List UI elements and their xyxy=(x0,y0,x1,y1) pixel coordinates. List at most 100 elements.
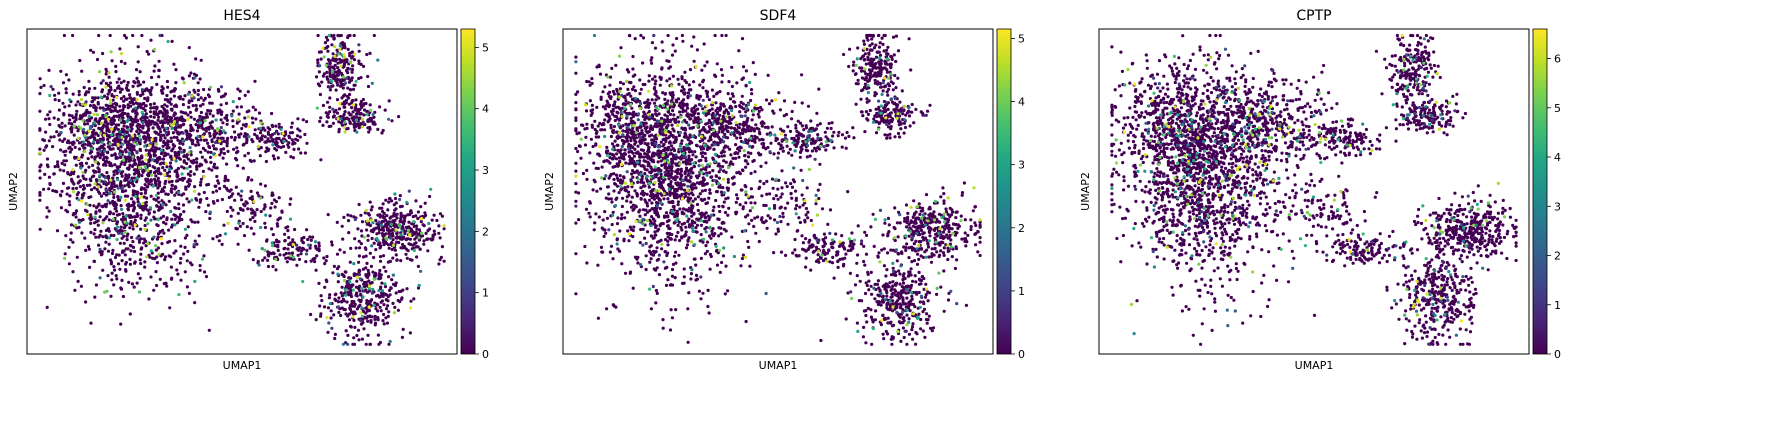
scatter-point xyxy=(121,116,125,120)
scatter-point xyxy=(172,135,176,139)
scatter-point xyxy=(106,199,110,203)
scatter-point xyxy=(740,94,744,98)
scatter-point xyxy=(368,281,372,286)
scatter-point xyxy=(346,342,350,346)
scatter-point xyxy=(209,155,213,159)
scatter-point xyxy=(692,164,696,169)
scatter-point xyxy=(399,216,403,221)
scatter-point xyxy=(576,149,580,154)
scatter-point xyxy=(359,242,363,246)
scatter-point xyxy=(119,204,123,208)
scatter-point xyxy=(218,139,222,143)
scatter-point xyxy=(330,326,334,330)
scatter-point xyxy=(178,261,182,265)
scatter-point xyxy=(98,191,102,195)
scatter-point xyxy=(200,155,204,159)
scatter-point xyxy=(319,158,323,162)
scatter-point xyxy=(89,321,93,325)
scatter-point xyxy=(413,237,417,241)
scatter-point xyxy=(160,206,164,210)
scatter-point xyxy=(166,177,171,181)
scatter-point xyxy=(301,279,305,284)
scatter-point xyxy=(197,143,201,147)
scatter-point xyxy=(143,165,147,169)
scatter-point xyxy=(126,80,130,85)
scatter-point xyxy=(620,262,624,266)
scatter-point xyxy=(273,244,277,248)
scatter-point xyxy=(671,199,675,204)
scatter-point xyxy=(707,130,711,134)
scatter-point xyxy=(117,132,121,136)
scatter-point xyxy=(696,208,700,213)
scatter-point xyxy=(629,227,634,232)
scatter-point xyxy=(635,169,639,173)
scatter-point xyxy=(321,123,325,127)
scatter-point xyxy=(315,254,319,258)
scatter-point xyxy=(90,155,94,159)
scatter-point xyxy=(131,223,135,227)
scatter-point xyxy=(73,120,77,124)
scatter-point xyxy=(162,189,166,193)
scatter-point xyxy=(700,189,705,193)
scatter-point xyxy=(675,36,679,41)
scatter-point xyxy=(337,120,341,124)
scatter-point xyxy=(683,188,687,192)
scatter-point xyxy=(368,51,372,56)
scatter-point xyxy=(176,174,180,178)
scatter-point xyxy=(94,178,99,182)
scatter-point xyxy=(398,224,402,228)
scatter-point xyxy=(384,269,388,273)
scatter-point xyxy=(656,153,660,157)
scatter-point xyxy=(119,97,123,101)
scatter-point xyxy=(314,318,318,322)
scatter-point xyxy=(291,142,295,146)
scatter-point xyxy=(346,71,350,75)
scatter-point xyxy=(348,286,352,290)
scatter-point xyxy=(645,168,649,172)
scatter-point xyxy=(187,105,191,109)
scatter-point xyxy=(209,124,213,128)
scatter-point xyxy=(720,80,724,84)
scatter-point xyxy=(217,181,221,185)
scatter-point xyxy=(130,144,134,148)
scatter-point xyxy=(731,182,735,186)
scatter-point xyxy=(115,237,119,242)
scatter-point xyxy=(146,185,150,189)
scatter-point xyxy=(86,122,90,126)
scatter-point xyxy=(360,117,364,121)
scatter-point xyxy=(255,134,259,138)
scatter-point xyxy=(184,185,188,189)
scatter-point xyxy=(153,64,157,68)
scatter-point xyxy=(166,152,170,156)
scatter-point xyxy=(720,73,725,77)
scatter-point xyxy=(343,308,347,312)
scatter-point xyxy=(95,187,99,191)
scatter-point xyxy=(161,214,166,218)
scatter-point xyxy=(375,236,379,241)
scatter-point xyxy=(416,210,420,214)
scatter-point xyxy=(369,108,373,112)
scatter-point xyxy=(154,139,158,143)
scatter-point xyxy=(144,148,148,152)
scatter-point xyxy=(241,123,245,127)
scatter-point xyxy=(177,217,181,222)
scatter-point xyxy=(84,161,89,165)
scatter-point xyxy=(93,170,97,174)
scatter-point xyxy=(349,113,353,117)
scatter-point xyxy=(165,104,169,108)
scatter-point xyxy=(338,47,342,51)
scatter-point xyxy=(387,200,391,204)
scatter-point xyxy=(390,119,394,123)
scatter-point xyxy=(334,292,338,296)
scatter-point xyxy=(176,166,180,171)
scatter-point xyxy=(101,51,105,56)
scatter-point xyxy=(388,216,392,220)
scatter-point xyxy=(394,253,398,257)
scatter-point xyxy=(88,265,92,269)
scatter-point xyxy=(619,148,623,152)
scatter-point xyxy=(325,279,329,284)
scatter-point xyxy=(395,212,399,216)
scatter-point xyxy=(646,142,650,146)
scatter-point xyxy=(391,238,395,242)
scatter-point xyxy=(199,180,203,184)
